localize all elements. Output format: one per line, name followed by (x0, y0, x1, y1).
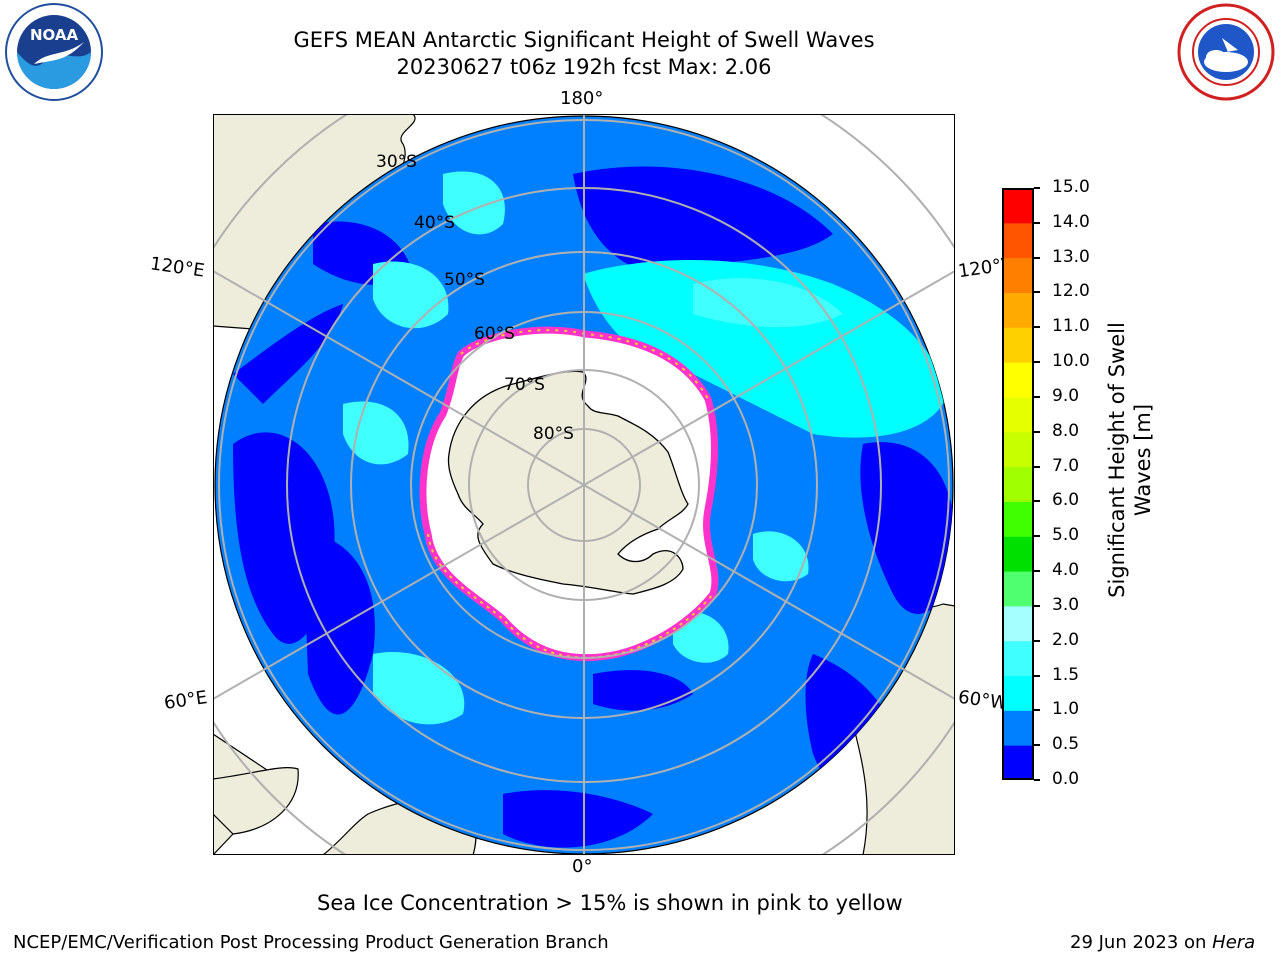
footer-date-text: 29 Jun 2023 on (1070, 932, 1213, 953)
colorbar-tick-mark (1034, 395, 1040, 398)
sea-ice-note: Sea Ice Concentration > 15% is shown in … (317, 891, 903, 915)
colorbar-tick-mark (1034, 570, 1040, 573)
footer-branch: NCEP/EMC/Verification Post Processing Pr… (13, 932, 609, 953)
colorbar-tick-mark (1034, 639, 1040, 642)
colorbar-tick-mark (1034, 291, 1040, 294)
lat-label-50s: 50°S (444, 270, 485, 290)
colorbar-tick-label: 2.0 (1052, 629, 1080, 650)
colorbar-frame (1002, 188, 1034, 780)
colorbar-tick-label: 3.0 (1052, 594, 1080, 615)
colorbar-segment (1002, 327, 1034, 363)
lat-label-70s: 70°S (504, 375, 545, 395)
colorbar-tick-label: 11.0 (1052, 316, 1090, 337)
colorbar-svg (1002, 188, 1034, 781)
colorbar-tick-label: 7.0 (1052, 455, 1080, 476)
colorbar-tick-mark (1034, 465, 1040, 468)
colorbar-segment (1002, 257, 1034, 293)
colorbar-segment (1002, 501, 1034, 537)
colorbar-segment (1002, 431, 1034, 468)
colorbar-tick-mark (1034, 187, 1040, 189)
colorbar-tick-label: 0.0 (1052, 769, 1080, 789)
footer-system: Hera (1212, 932, 1256, 953)
colorbar-tick-mark (1034, 221, 1040, 224)
colorbar-ticks: 0.0 0.5 1.0 1.5 2.0 3.0 4.0 5.0 6.0 7.0 8.0 9.0 10.0… (1034, 0, 1100, 960)
colorbar-tick-label: 5.0 (1052, 525, 1080, 546)
colorbar-segment (1002, 675, 1034, 711)
noaa-logo-text: NOAA (30, 26, 79, 44)
polar-map-svg (213, 114, 955, 855)
lon-label-0: 0° (572, 856, 593, 877)
colorbar-tick-label: 6.0 (1052, 490, 1080, 511)
colorbar-tick-label: 14.0 (1052, 211, 1090, 232)
colorbar-tick-mark (1034, 256, 1040, 259)
colorbar-tick-label: 13.0 (1052, 246, 1090, 267)
national-weather-service-logo: NATIONAL WEATHER SERVICE (1176, 2, 1276, 102)
colorbar-tick-label: 0.5 (1052, 734, 1080, 755)
colorbar-segment (1002, 396, 1034, 433)
land-antarctica (447, 370, 689, 595)
colorbar-segment (1002, 640, 1034, 677)
colorbar-segment (1002, 466, 1034, 502)
chart-subtitle: 20230627 t06z 192h fcst Max: 2.06 (396, 55, 772, 79)
colorbar-segment (1002, 710, 1034, 746)
colorbar-tick-mark (1034, 535, 1040, 538)
polar-map (213, 114, 955, 855)
colorbar-segment (1002, 188, 1034, 224)
colorbar-tick-mark (1034, 709, 1040, 712)
colorbar-segment (1002, 536, 1034, 572)
colorbar-tick-label: 4.0 (1052, 560, 1080, 581)
colorbar-tick-mark (1034, 500, 1040, 503)
colorbar-title: Significant Height of Swell Waves [m] (1104, 295, 1156, 625)
lat-label-80s: 80°S (533, 424, 574, 444)
colorbar-title-line1: Significant Height of Swell (1105, 322, 1129, 598)
colorbar-tick-label: 15.0 (1052, 177, 1090, 197)
colorbar-segment (1002, 362, 1034, 398)
nws-logo-text: NATIONAL WEATHER SERVICE (1178, 2, 1179, 3)
colorbar-tick-mark (1034, 604, 1040, 607)
colorbar-tick-mark (1034, 674, 1040, 677)
colorbar-segment (1002, 571, 1034, 607)
graticule (213, 114, 955, 855)
lon-label-180: 180° (560, 88, 604, 109)
colorbar-segment (1002, 745, 1034, 781)
lon-label-60e: 60°E (162, 687, 209, 714)
colorbar-tick-mark (1034, 326, 1040, 329)
chart-title: GEFS MEAN Antarctic Significant Height o… (293, 28, 875, 52)
colorbar-tick-mark (1034, 430, 1040, 433)
colorbar-tick-label: 1.0 (1052, 699, 1080, 720)
colorbar-tick-label: 12.0 (1052, 281, 1090, 302)
colorbar-tick-mark (1034, 361, 1040, 364)
colorbar-tick-label: 1.5 (1052, 664, 1080, 685)
footer-date: 29 Jun 2023 on Hera (1070, 932, 1255, 953)
colorbar-segment (1002, 222, 1034, 259)
colorbar-tick-mark (1034, 779, 1040, 781)
colorbar-tick-label: 9.0 (1052, 385, 1080, 406)
colorbar-segment (1002, 292, 1034, 328)
colorbar-title-line2: Waves [m] (1131, 403, 1155, 517)
lat-label-30s: 30°S (376, 152, 417, 172)
colorbar-tick-label: 8.0 (1052, 420, 1080, 441)
colorbar-tick-mark (1034, 744, 1040, 747)
lon-label-120e: 120°E (148, 253, 206, 282)
noaa-logo: NOAA (4, 2, 104, 102)
colorbar (1002, 188, 1034, 781)
lat-label-40s: 40°S (414, 213, 455, 233)
colorbar-tick-label: 10.0 (1052, 351, 1090, 372)
lat-label-60s: 60°S (474, 324, 515, 344)
colorbar-segment (1002, 605, 1034, 642)
